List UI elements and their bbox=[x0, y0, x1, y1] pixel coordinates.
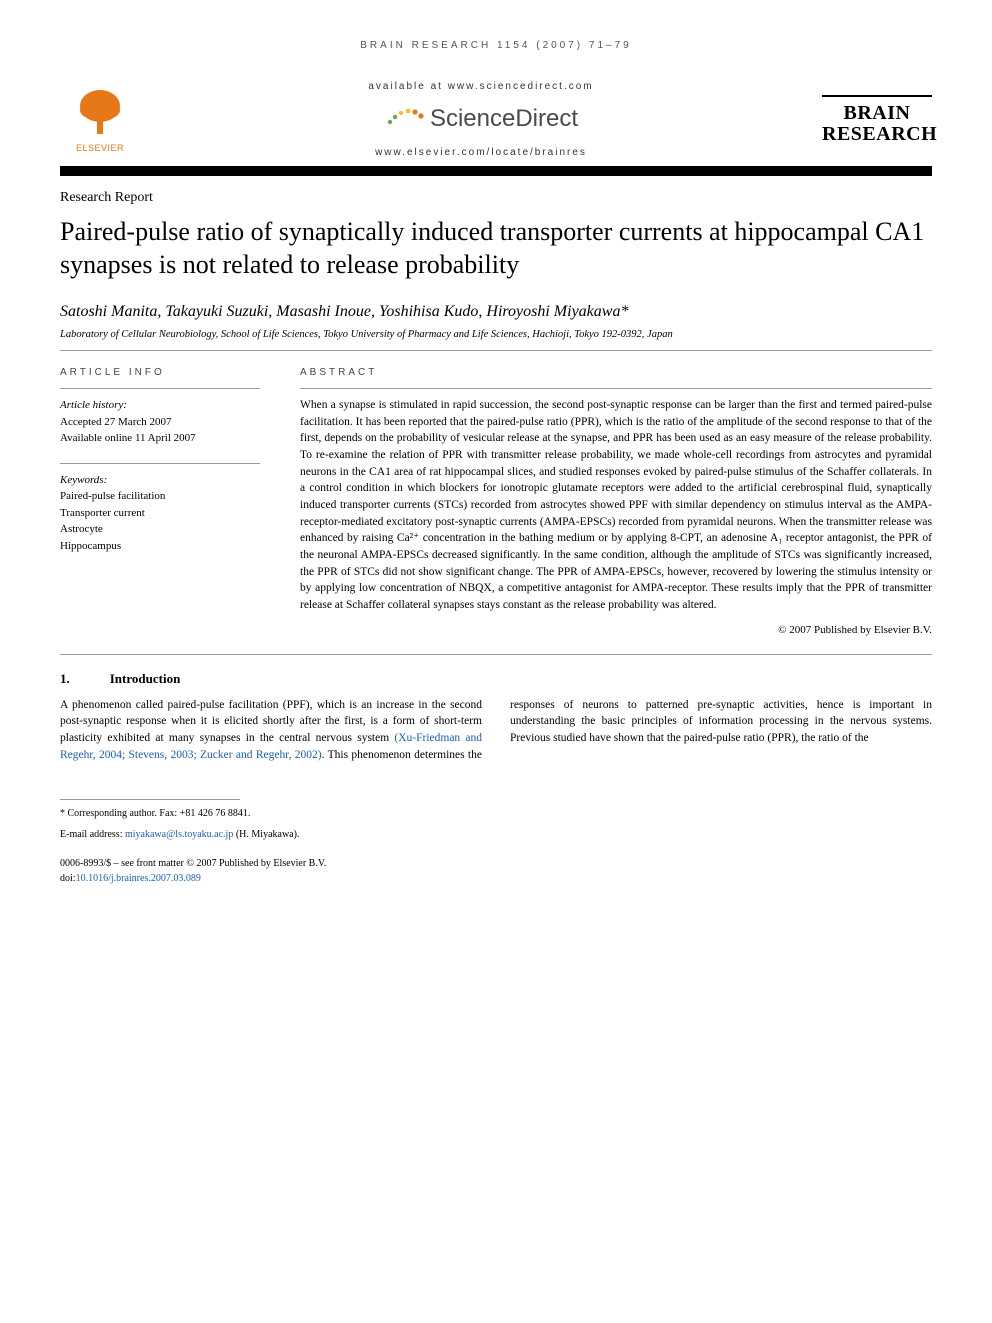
locate-url: www.elsevier.com/locate/brainres bbox=[140, 147, 822, 158]
doi-line: doi:10.1016/j.brainres.2007.03.089 bbox=[60, 871, 932, 886]
article-info-heading: ARTICLE INFO bbox=[60, 367, 260, 378]
article-history: Article history: Accepted 27 March 2007 … bbox=[60, 397, 260, 447]
elsevier-tree-icon bbox=[60, 86, 140, 143]
author-list: Satoshi Manita, Takayuki Suzuki, Masashi… bbox=[60, 303, 932, 321]
rule-2 bbox=[60, 654, 932, 655]
sciencedirect-logo: ScienceDirect bbox=[140, 102, 822, 135]
keyword: Transporter current bbox=[60, 505, 260, 522]
abstract-column: ABSTRACT When a synapse is stimulated in… bbox=[300, 367, 932, 636]
journal-name-1: BRAIN bbox=[822, 103, 932, 124]
email-link[interactable]: miyakawa@ls.toyaku.ac.jp bbox=[125, 829, 233, 840]
available-at: available at www.sciencedirect.com bbox=[140, 81, 822, 92]
footnote-rule bbox=[60, 799, 240, 800]
journal-box: BRAIN RESEARCH bbox=[822, 95, 932, 145]
rule-1 bbox=[60, 350, 932, 351]
article-info-column: ARTICLE INFO Article history: Accepted 2… bbox=[60, 367, 260, 636]
email-suffix: (H. Miyakawa). bbox=[233, 829, 299, 840]
doi-link[interactable]: 10.1016/j.brainres.2007.03.089 bbox=[76, 873, 201, 884]
black-divider-bar bbox=[60, 166, 932, 176]
center-header: available at www.sciencedirect.com Scien… bbox=[140, 81, 822, 158]
abstract-copyright: © 2007 Published by Elsevier B.V. bbox=[300, 624, 932, 636]
rule-info bbox=[60, 388, 260, 389]
accepted-date: Accepted 27 March 2007 bbox=[60, 414, 260, 431]
running-header: BRAIN RESEARCH 1154 (2007) 71–79 bbox=[60, 40, 932, 51]
affiliation: Laboratory of Cellular Neurobiology, Sch… bbox=[60, 329, 932, 340]
journal-name-2: RESEARCH bbox=[822, 124, 932, 145]
section-number: 1. bbox=[60, 671, 70, 687]
email-label: E-mail address: bbox=[60, 829, 125, 840]
masthead: ELSEVIER available at www.sciencedirect.… bbox=[60, 81, 932, 158]
abstract-heading: ABSTRACT bbox=[300, 367, 932, 378]
biblio-block: 0006-8993/$ – see front matter © 2007 Pu… bbox=[60, 856, 932, 886]
online-date: Available online 11 April 2007 bbox=[60, 430, 260, 447]
keyword: Astrocyte bbox=[60, 521, 260, 538]
email-line: E-mail address: miyakawa@ls.toyaku.ac.jp… bbox=[60, 827, 932, 842]
sd-swoosh-icon bbox=[384, 102, 424, 135]
section-1-header: 1. Introduction bbox=[60, 671, 932, 687]
abstract-text: When a synapse is stimulated in rapid su… bbox=[300, 397, 932, 614]
section-title: Introduction bbox=[110, 671, 181, 687]
keywords-block: Keywords: Paired-pulse facilitation Tran… bbox=[60, 472, 260, 555]
article-type: Research Report bbox=[60, 190, 932, 206]
issn-line: 0006-8993/$ – see front matter © 2007 Pu… bbox=[60, 856, 932, 871]
doi-label: doi: bbox=[60, 873, 76, 884]
elsevier-label: ELSEVIER bbox=[60, 143, 140, 153]
keywords-label: Keywords: bbox=[60, 472, 260, 489]
section-1-body: A phenomenon called paired-pulse facilit… bbox=[60, 697, 932, 764]
info-abstract-row: ARTICLE INFO Article history: Accepted 2… bbox=[60, 367, 932, 636]
section-1: 1. Introduction A phenomenon called pair… bbox=[60, 671, 932, 764]
paper-title: Paired-pulse ratio of synaptically induc… bbox=[60, 216, 932, 281]
sciencedirect-label: ScienceDirect bbox=[430, 105, 578, 133]
history-label: Article history: bbox=[60, 397, 260, 414]
keyword: Paired-pulse facilitation bbox=[60, 488, 260, 505]
rule-abs bbox=[300, 388, 932, 389]
corresponding-author: * Corresponding author. Fax: +81 426 76 … bbox=[60, 806, 932, 821]
elsevier-logo: ELSEVIER bbox=[60, 86, 140, 153]
keyword: Hippocampus bbox=[60, 538, 260, 555]
rule-kw bbox=[60, 463, 260, 464]
